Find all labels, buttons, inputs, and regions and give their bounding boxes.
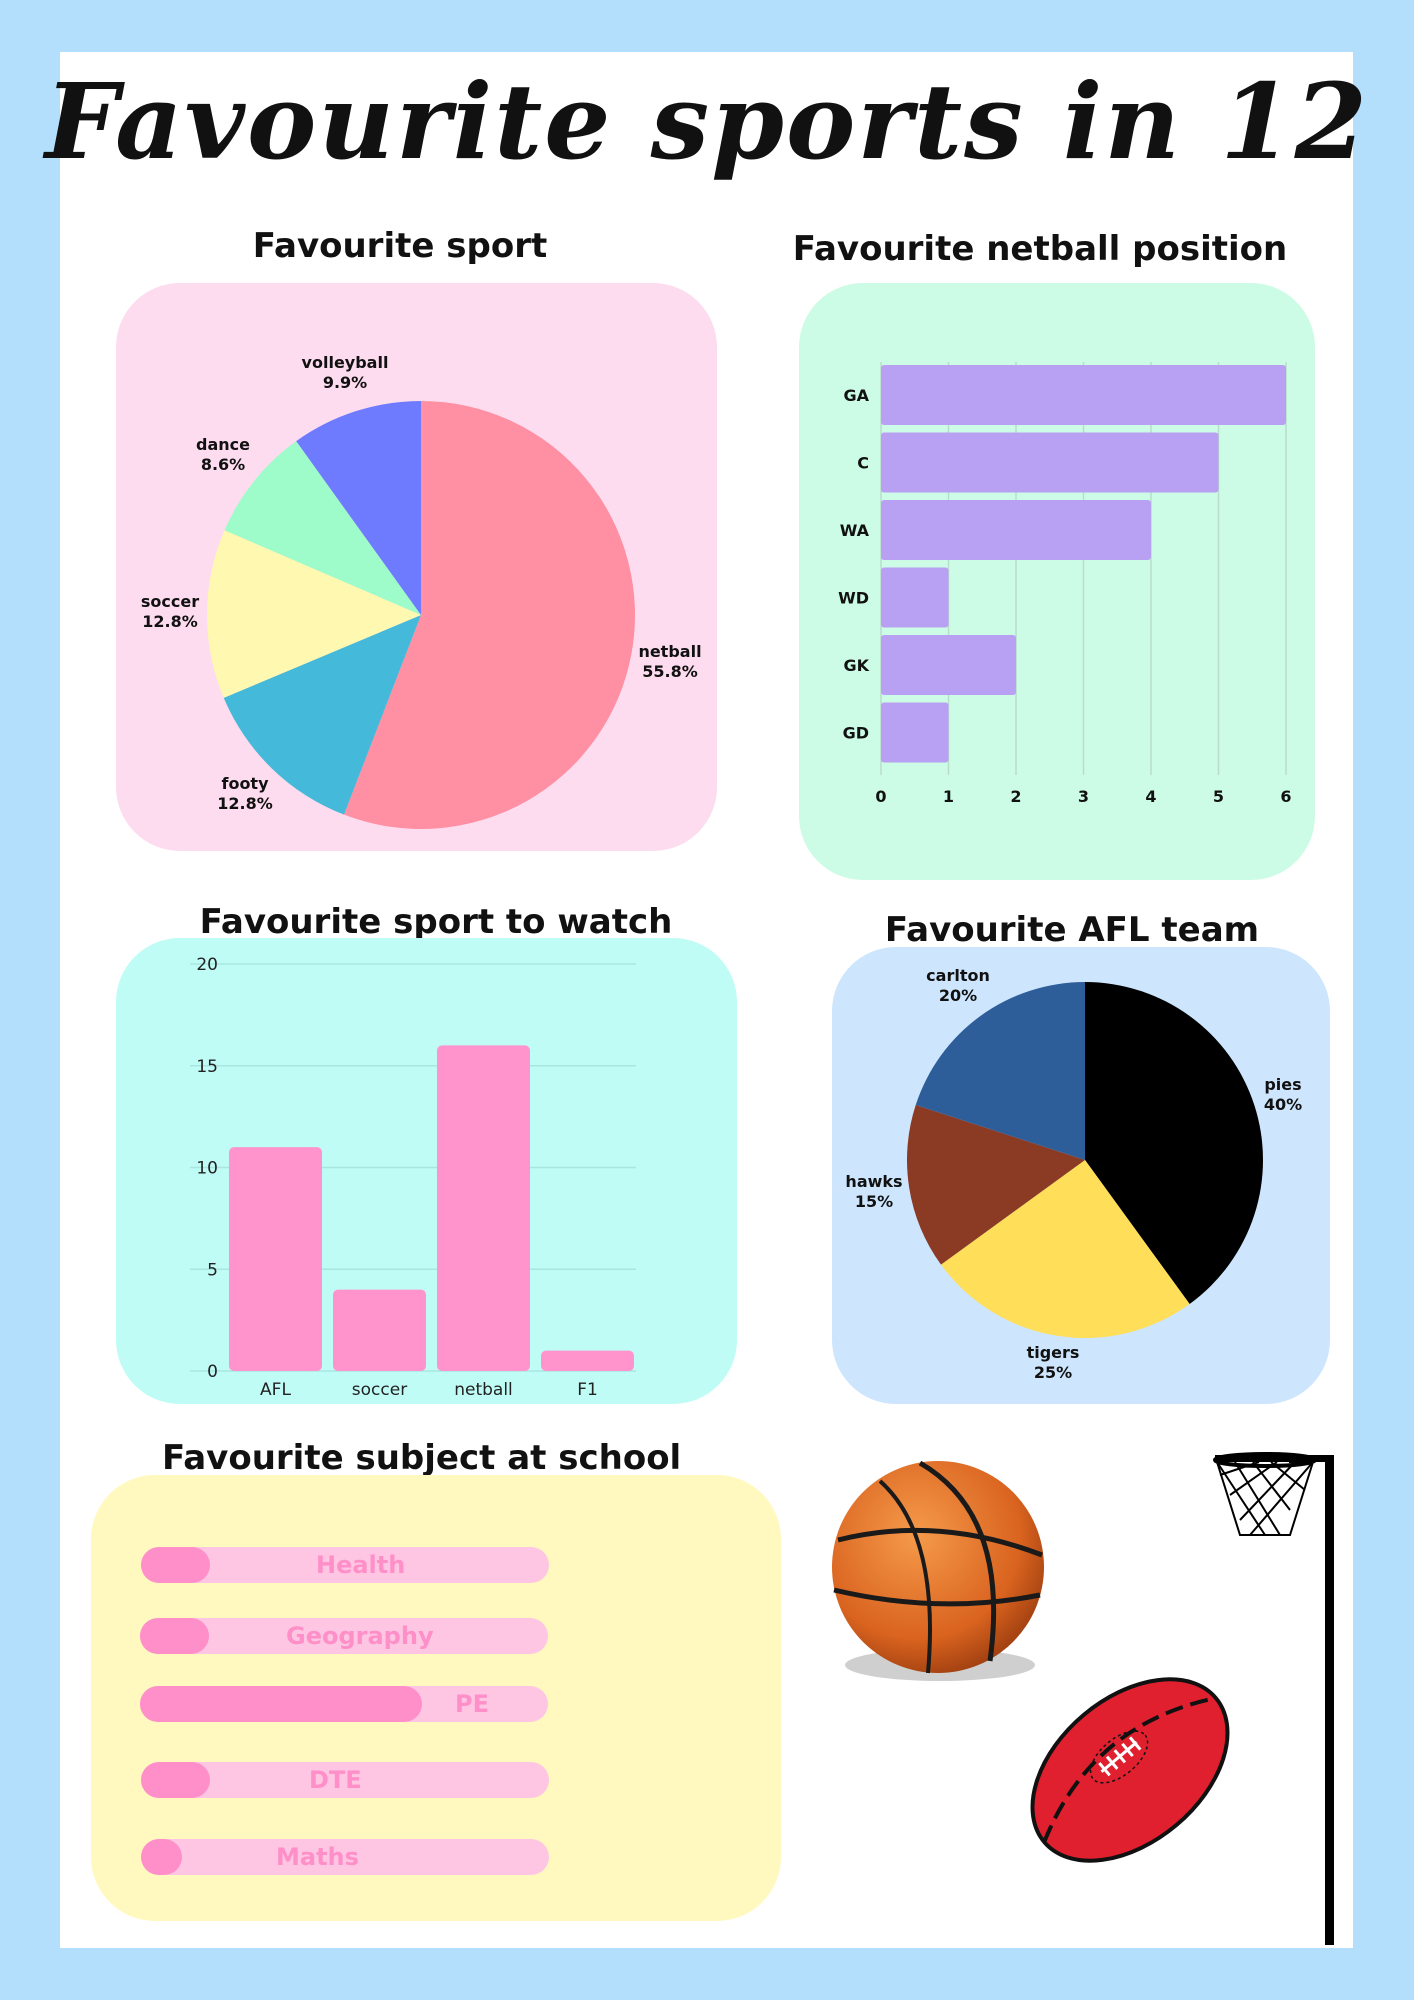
afl-label-pies: pies 40%	[1263, 1075, 1303, 1114]
subject-fill-maths	[141, 1839, 182, 1875]
subject-fill-dte	[141, 1762, 211, 1798]
subject-label-geography: Geography	[286, 1622, 434, 1650]
sport-slice-netball	[344, 401, 635, 829]
netball-x-tick: 1	[943, 787, 954, 806]
watch-category-label: F1	[577, 1380, 598, 1400]
watch-y-tick: 10	[196, 1159, 218, 1179]
netball-x-tick: 3	[1078, 787, 1089, 806]
netball-bar-C	[881, 432, 1219, 493]
netball-category-label: WD	[838, 589, 869, 608]
netball-bar-WD	[881, 567, 949, 628]
watch-y-tick: 5	[207, 1260, 218, 1280]
netball-bar-chart: 0 1 2 3 4 5 6 GA C WA WD GK GD	[838, 362, 1292, 806]
afl-label-hawks: hawks 15%	[845, 1172, 903, 1211]
sport-pie-title: Favourite sport	[252, 226, 548, 266]
netball-category-label: GA	[843, 386, 869, 405]
pie-label-dance: dance 8.6%	[196, 435, 250, 474]
afl-football-icon	[1030, 1677, 1230, 1863]
subject-label-dte: DTE	[309, 1766, 362, 1794]
sport-slice-dance	[224, 441, 421, 615]
sport-slice-soccer	[206, 530, 421, 698]
subject-fill-geography	[140, 1618, 210, 1654]
netball-category-label: GD	[843, 724, 869, 743]
afl-label-tigers: tigers 25%	[1026, 1343, 1080, 1382]
watch-bar-AFL	[229, 1147, 322, 1371]
subject-label-maths: Maths	[276, 1843, 359, 1871]
watch-bar-soccer	[333, 1289, 426, 1371]
subject-fill-pe	[140, 1686, 422, 1722]
watch-y-tick: 0	[207, 1362, 218, 1382]
netball-x-tick: 5	[1213, 787, 1224, 806]
watch-bar-netball	[437, 1045, 530, 1371]
afl-label-carlton: carlton 20%	[926, 966, 990, 1005]
afl-slice-carlton	[915, 982, 1085, 1160]
subject-bar-health: Health	[141, 1547, 549, 1583]
afl-pie-title: Favourite AFL team	[884, 910, 1260, 950]
subject-label-pe: PE	[455, 1690, 489, 1718]
pie-label-footy: footy 12.8%	[217, 774, 273, 813]
netball-bar-GD	[881, 702, 949, 763]
netball-hoop-icon	[1213, 1452, 1334, 1945]
watch-panel	[116, 938, 737, 1404]
subject-fill-health	[141, 1547, 211, 1583]
pie-label-soccer: soccer 12.8%	[140, 592, 200, 631]
poster-title: Favourite sports in 12	[45, 60, 1369, 183]
netball-chart-title: Favourite netball position	[792, 229, 1288, 269]
subject-label-health: Health	[316, 1551, 406, 1579]
afl-slice-pies	[1085, 982, 1263, 1305]
netball-category-label: C	[857, 454, 869, 473]
pie-label-volleyball: volleyball 9.9%	[301, 353, 389, 392]
afl-slice-tigers	[940, 1160, 1190, 1338]
netball-bar-WA	[881, 500, 1151, 560]
watch-category-label: netball	[454, 1380, 513, 1400]
afl-slice-hawks	[907, 1104, 1085, 1265]
subject-bar-geography: Geography	[140, 1618, 548, 1654]
netball-x-tick: 2	[1010, 787, 1021, 806]
sport-slice-footy	[223, 615, 421, 815]
subject-bar-dte: DTE	[141, 1762, 549, 1798]
watch-bar-F1	[541, 1350, 634, 1371]
subject-bar-pe: PE	[140, 1686, 548, 1722]
pie-label-netball: netball 55.8%	[638, 642, 702, 681]
netball-bar-GK	[881, 635, 1016, 695]
basketball-icon	[832, 1460, 1044, 1681]
netball-x-tick: 4	[1145, 787, 1156, 806]
watch-y-tick: 15	[196, 1057, 218, 1077]
subject-chart-title: Favourite subject at school	[162, 1438, 682, 1478]
watch-category-label: AFL	[260, 1380, 291, 1400]
netball-category-label: WA	[840, 521, 870, 540]
watch-y-tick: 20	[196, 955, 218, 975]
watch-chart-title: Favourite sport to watch	[199, 902, 673, 942]
netball-x-tick: 0	[875, 787, 886, 806]
netball-x-tick: 6	[1280, 787, 1291, 806]
watch-bar-chart: 0 5 10 15 20 AFL soccer netball F1	[190, 955, 636, 1400]
sport-slice-volleyball	[296, 401, 421, 615]
netball-category-label: GK	[843, 656, 869, 675]
watch-category-label: soccer	[352, 1380, 407, 1400]
subject-bar-maths: Maths	[141, 1839, 549, 1875]
netball-bar-GA	[881, 365, 1286, 425]
